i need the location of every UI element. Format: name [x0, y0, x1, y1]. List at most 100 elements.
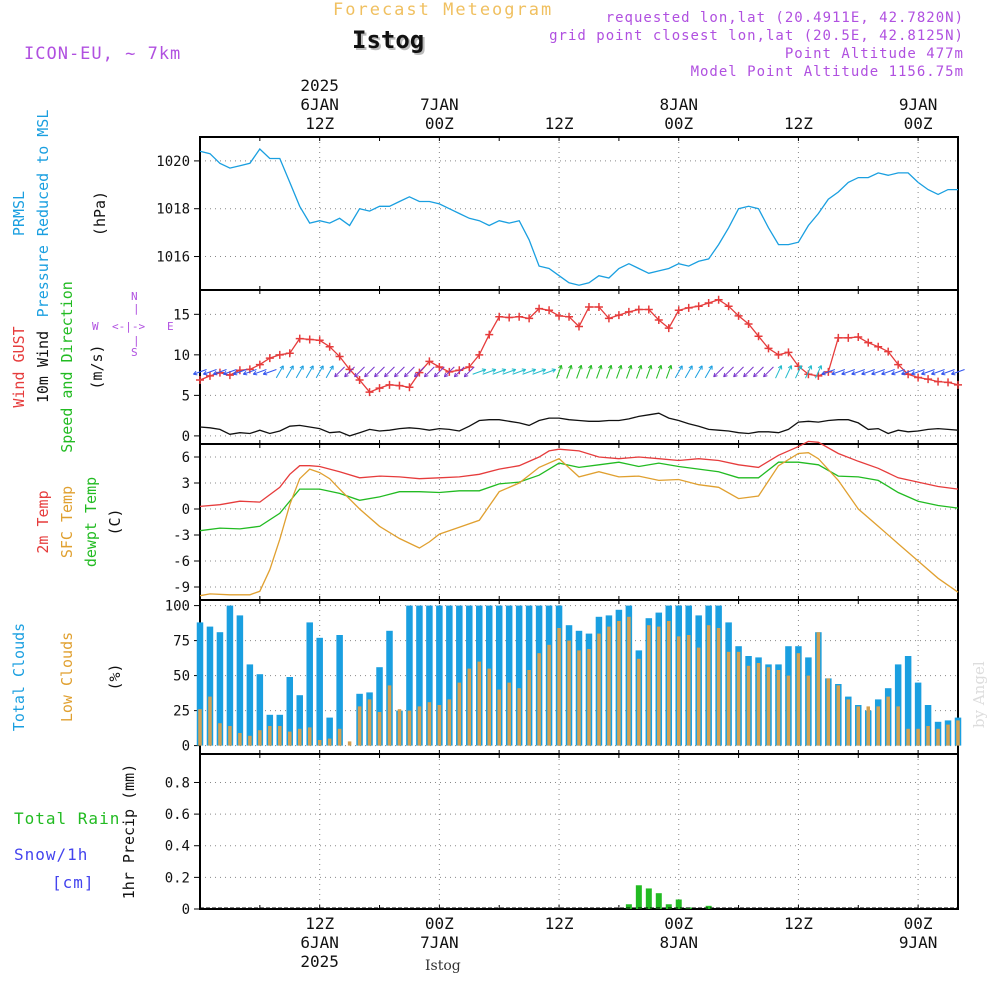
low-cloud-bar: [567, 640, 571, 746]
gust-marker: [874, 342, 883, 351]
pressure-frame: [199, 136, 959, 291]
wind-label: Speed and Direction: [58, 281, 76, 453]
wind-arrow: [334, 366, 345, 378]
total-cloud-bar: [914, 682, 922, 746]
temp-label: (C): [106, 508, 124, 535]
top-time-label: 12Z: [784, 114, 813, 133]
rain-bar: [705, 905, 712, 909]
bottom-time-label: 12Z: [305, 914, 334, 933]
y-tick-label: 0: [182, 502, 190, 518]
low-cloud-bar: [637, 658, 641, 746]
wind-arrow-head: [733, 372, 738, 378]
low-cloud-bar: [327, 738, 332, 746]
clouds-label: (%): [106, 663, 124, 690]
low-cloud-bar: [826, 678, 831, 746]
wind-arrow: [566, 365, 572, 379]
pressure-label: Pressure Reduced to MSL: [34, 110, 52, 318]
wind-arrow: [785, 365, 792, 379]
wind-arrow: [295, 365, 304, 379]
wind-arrow: [193, 368, 207, 375]
wind-arrow-head: [647, 364, 653, 370]
wind-arrow: [463, 366, 475, 378]
wind-arrow: [795, 365, 802, 379]
gust-marker: [405, 383, 414, 392]
total-cloud-bar: [436, 605, 443, 746]
wind-arrow-head: [901, 370, 906, 376]
wind-arrow-head: [212, 370, 218, 376]
low-cloud-bar: [268, 726, 272, 746]
low-cloud-bar: [587, 649, 591, 746]
gust-marker: [754, 332, 763, 341]
gust-marker: [235, 366, 244, 375]
gust-marker: [674, 306, 683, 315]
low-cloud-bar: [577, 650, 581, 746]
gust-marker: [475, 350, 484, 359]
total-cloud-bar: [336, 635, 343, 746]
low-cloud-bar: [337, 728, 342, 746]
footer-station: Istog: [425, 958, 461, 974]
low-cloud-bar: [288, 731, 292, 746]
wind-arrow-head: [578, 364, 583, 370]
gust-marker: [575, 322, 583, 331]
y-tick-label: 0.4: [165, 839, 190, 855]
gust-marker: [854, 333, 863, 342]
wind-arrow-head: [713, 372, 718, 378]
gust-marker: [834, 333, 843, 342]
wind-arrow: [753, 366, 764, 378]
wind-arrow: [645, 365, 652, 379]
total-cloud-bar: [426, 605, 433, 746]
wind-arrow: [891, 368, 905, 375]
wind-arrow: [233, 368, 247, 375]
gust-marker: [205, 371, 214, 380]
low-cloud-bar: [796, 653, 801, 746]
wind-arrow-head: [344, 372, 349, 378]
top-time-label: 00Z: [425, 114, 454, 133]
low-cloud-bar: [447, 699, 452, 746]
total-cloud-bar: [515, 605, 523, 746]
gust-marker: [734, 311, 743, 320]
compass-n: N: [131, 290, 138, 303]
gust-marker: [944, 378, 953, 387]
y-tick-label: 10: [173, 348, 190, 364]
low-cloud-bar: [317, 740, 322, 746]
wind-arrow: [263, 368, 277, 375]
wind-arrow-head: [222, 370, 228, 376]
bottom-time-label: 7JAN: [420, 933, 459, 952]
wind-arrow: [414, 366, 425, 378]
wind-arrow-head: [753, 372, 758, 378]
low-cloud-bar: [497, 689, 501, 746]
wind-arrow: [665, 365, 672, 379]
wind-arrow: [931, 368, 945, 375]
wind-arrow: [723, 366, 734, 378]
rain-bar: [665, 904, 672, 909]
gust-marker: [465, 363, 474, 371]
gust-marker: [724, 302, 733, 311]
low-cloud-bar: [597, 633, 601, 746]
wind-arrow-head: [299, 365, 304, 370]
total-cloud-bar: [306, 622, 313, 746]
gust-marker: [644, 305, 653, 314]
top-time-label: 00Z: [904, 114, 933, 133]
precip-panel: 0 0.2 0.4 0.6 0.8 1hr Precip (mm): [120, 753, 959, 918]
wind-arrow-head: [831, 370, 836, 376]
wind-label: 10m Wind: [34, 331, 52, 403]
low-cloud-bar: [776, 670, 781, 746]
gust-marker: [924, 375, 933, 384]
gust-marker: [584, 303, 593, 312]
gust-marker: [325, 342, 334, 351]
low-cloud-bar: [547, 644, 551, 746]
low-cloud-bar: [527, 670, 531, 746]
gust-marker: [684, 303, 693, 312]
wind-arrow: [434, 366, 445, 378]
wind-arrow-head: [568, 364, 573, 370]
wind-panel: 0 5 10 15 Wind GUST 10m Wind Speed and Directi…: [10, 281, 959, 453]
wind-arrow: [502, 368, 516, 375]
wind-arrow-head: [807, 365, 813, 370]
wind-arrow-head: [232, 370, 238, 376]
wind-arrow-head: [598, 364, 603, 370]
wind-arrow-head: [193, 370, 198, 376]
wind-arrow-head: [309, 365, 314, 370]
rain-bar: [675, 899, 682, 909]
wind-arrow: [704, 365, 713, 379]
gust-marker: [375, 384, 384, 393]
